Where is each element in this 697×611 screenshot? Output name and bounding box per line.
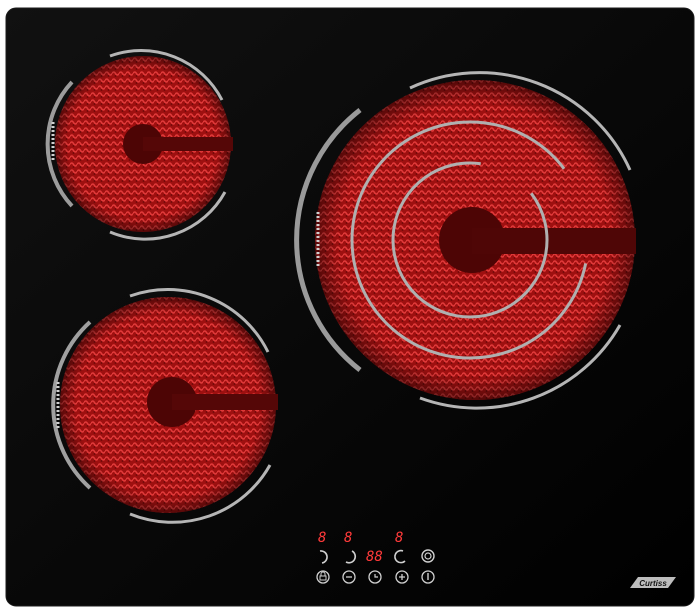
plus-icon[interactable] xyxy=(395,570,409,584)
minus-icon[interactable] xyxy=(342,570,356,584)
zone-front-left[interactable] xyxy=(51,288,278,524)
timer-display: 88 xyxy=(366,549,383,565)
timer-icon[interactable] xyxy=(368,570,382,584)
zone-rear-left[interactable] xyxy=(45,49,233,241)
zone-right-triple[interactable] xyxy=(294,71,636,410)
power-icon[interactable] xyxy=(421,570,435,584)
triple-ring-icon[interactable] xyxy=(421,549,435,563)
control-panel: 8 8 8 88 xyxy=(316,530,435,584)
zone-display-mid: 8 xyxy=(344,530,352,546)
brand-badge: Curtiss xyxy=(630,577,676,588)
zone-select-right-icon[interactable] xyxy=(394,549,406,564)
lock-icon[interactable] xyxy=(316,570,330,584)
zone-display-left: 8 xyxy=(318,530,326,546)
zone-display-right: 8 xyxy=(395,530,403,546)
zone-select-left-icon[interactable] xyxy=(319,550,328,564)
zone-select-mid-icon[interactable] xyxy=(345,550,357,564)
brand-name: Curtiss xyxy=(639,579,667,588)
